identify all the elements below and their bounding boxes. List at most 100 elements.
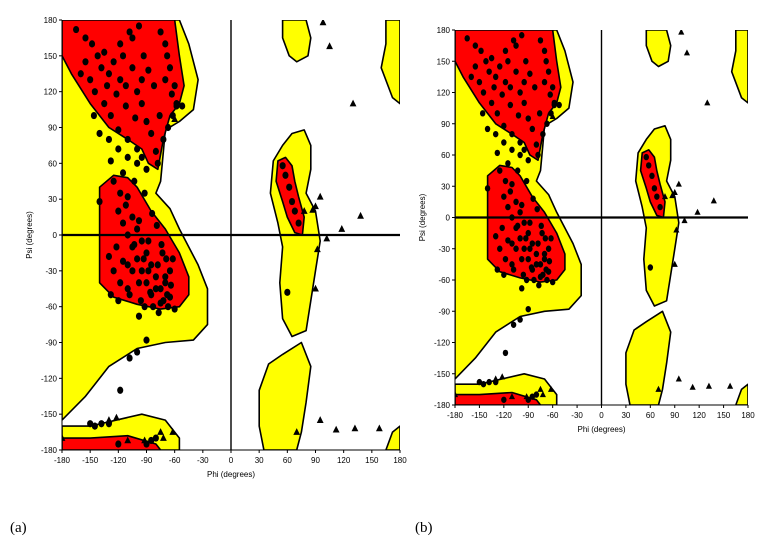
- residue-point: [150, 82, 158, 90]
- residue-point: [499, 91, 505, 98]
- residue-point: [119, 52, 127, 60]
- residue-point: [528, 264, 535, 271]
- residue-point: [533, 261, 540, 268]
- chart-panel-a: -180 -150 -120 -90 -60 -30 0 30 60 90 120 150 180 180…: [25, 16, 407, 479]
- residue-point: [152, 434, 159, 442]
- y-axis-title: Psi (degrees): [25, 211, 34, 259]
- residue-point: [152, 147, 159, 155]
- residue-point: [513, 42, 519, 49]
- residue-point: [476, 78, 483, 86]
- residue-point: [517, 209, 523, 216]
- residue-point: [479, 110, 486, 117]
- glycine-point: [312, 284, 319, 292]
- residue-point: [160, 135, 167, 144]
- glycine-point: [694, 208, 701, 215]
- residue-point: [87, 76, 94, 84]
- x-tick-label: -60: [169, 456, 181, 465]
- residue-point: [162, 40, 169, 48]
- glycine-point: [141, 436, 149, 444]
- residue-point: [105, 135, 113, 144]
- residue-point: [157, 28, 164, 36]
- residue-point: [154, 261, 161, 269]
- glycine-point: [523, 393, 530, 400]
- residue-point: [556, 101, 562, 109]
- glycine-point: [704, 99, 711, 106]
- residue-point: [107, 157, 114, 165]
- residue-point: [540, 130, 546, 138]
- residue-point: [105, 70, 113, 78]
- x-axis-title: Phi (degrees): [207, 470, 255, 479]
- residue-point: [135, 312, 143, 320]
- x-tick-label: 30: [621, 411, 630, 420]
- residue-point: [171, 82, 178, 90]
- residue-point: [491, 84, 497, 91]
- residue-point: [509, 146, 515, 153]
- residue-point: [152, 273, 159, 281]
- residue-point: [527, 245, 533, 252]
- residue-point: [484, 125, 491, 133]
- residue-point: [494, 110, 501, 117]
- y-tick-label: 180: [437, 26, 451, 35]
- residue-point: [517, 139, 523, 146]
- residue-point: [483, 58, 489, 65]
- residue-point: [525, 157, 531, 164]
- glycine-point: [375, 424, 383, 432]
- residue-point: [546, 258, 553, 265]
- glycine-point: [671, 260, 678, 267]
- residue-point: [117, 76, 124, 84]
- residue-point: [533, 250, 540, 258]
- residue-point: [502, 255, 509, 263]
- residue-point: [122, 201, 129, 209]
- residue-point: [533, 141, 540, 148]
- residue-point: [138, 100, 145, 108]
- residue-point: [645, 162, 652, 169]
- residue-point: [164, 52, 171, 60]
- residue-point: [502, 47, 509, 55]
- residue-point: [124, 153, 131, 161]
- residue-point: [549, 278, 556, 286]
- residue-point: [87, 420, 94, 428]
- x-tick-label: 180: [393, 456, 407, 465]
- residue-point: [117, 189, 124, 197]
- residue-point: [119, 257, 127, 265]
- x-tick-label: -150: [471, 411, 488, 420]
- y-tick-label: -180: [41, 446, 58, 455]
- glycine-point: [62, 434, 66, 441]
- residue-point: [134, 255, 141, 263]
- panel-label-a: (a): [10, 520, 27, 536]
- residue-point: [143, 117, 150, 126]
- residue-point: [497, 63, 503, 70]
- residue-point: [173, 102, 180, 110]
- residue-point: [514, 222, 521, 230]
- residue-point: [119, 219, 127, 227]
- glycine-point: [537, 385, 544, 392]
- residue-point: [110, 177, 117, 185]
- residue-point: [539, 229, 545, 237]
- residue-point: [501, 271, 507, 278]
- residue-point: [154, 159, 161, 167]
- favored-region: [455, 391, 542, 405]
- allowed-region: [258, 341, 312, 450]
- y-tick-label: 30: [48, 195, 57, 204]
- residue-point: [166, 293, 174, 301]
- y-tick-label: -120: [41, 374, 58, 383]
- residue-point: [529, 125, 536, 133]
- residue-point: [525, 229, 531, 237]
- residue-point: [657, 203, 663, 211]
- y-tick-label: -150: [434, 370, 451, 379]
- allowed-region: [730, 30, 748, 104]
- residue-point: [147, 288, 154, 296]
- residue-point: [534, 205, 540, 213]
- residue-point: [134, 145, 141, 153]
- residue-point: [148, 436, 155, 445]
- residue-point: [523, 235, 529, 242]
- residue-point: [486, 378, 492, 386]
- residue-point: [157, 285, 164, 293]
- y-tick-label: 90: [441, 120, 450, 129]
- allowed-region: [380, 20, 400, 105]
- residue-point: [155, 309, 162, 317]
- residue-point: [107, 111, 114, 120]
- residue-point: [523, 58, 529, 65]
- allowed-region: [645, 30, 672, 68]
